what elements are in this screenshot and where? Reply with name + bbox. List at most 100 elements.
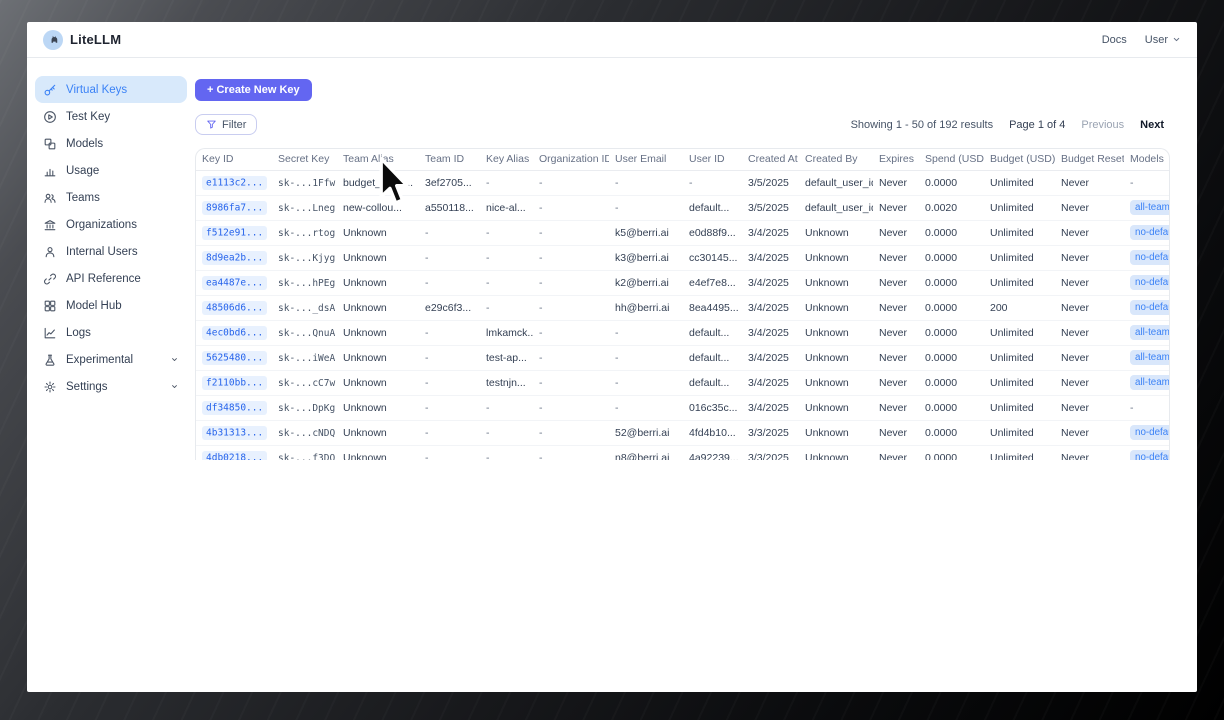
key-id-value[interactable]: e1113c2... xyxy=(202,176,268,190)
create-new-key-button[interactable]: + Create New Key xyxy=(195,79,312,101)
link-icon xyxy=(43,272,57,286)
models-badge: all-team-models xyxy=(1130,350,1169,365)
cell-budget-reset: Never xyxy=(1055,270,1124,296)
cell-budget-usd: Unlimited xyxy=(984,395,1055,421)
table-row: 4b31313... sk-...cNDQ Unknown - - -52@berri.a… xyxy=(196,420,1169,446)
key-id-value[interactable]: f2110bb... xyxy=(202,376,268,390)
chevron-down-icon xyxy=(170,355,179,364)
cell-user-id: 4fd4b10... xyxy=(683,420,742,446)
sidebar: Virtual Keys Test Key Models Usage Teams Orga… xyxy=(27,58,195,692)
cell-key-alias: - xyxy=(480,420,533,446)
key-id-value[interactable]: 8d9ea2b... xyxy=(202,251,268,265)
sidebar-item-label: API Reference xyxy=(66,272,141,285)
cell-key-alias: test-ap... xyxy=(480,345,533,371)
sidebar-item-experimental[interactable]: Experimental xyxy=(35,346,187,373)
cell-organization-id: - xyxy=(533,345,609,371)
cell-user-email: k2@berri.ai xyxy=(609,270,683,296)
cell-user-id: default... xyxy=(683,320,742,346)
key-icon xyxy=(43,83,57,97)
sidebar-item-internal-users[interactable]: Internal Users xyxy=(35,238,187,265)
key-id-value[interactable]: 8986fa7... xyxy=(202,201,268,215)
previous-page-button[interactable]: Previous xyxy=(1081,118,1125,131)
cell-team-alias: Unknown xyxy=(337,245,419,271)
cell-key-alias: - xyxy=(480,295,533,321)
sidebar-item-teams[interactable]: Teams xyxy=(35,184,187,211)
results-summary: Showing 1 - 50 of 192 results xyxy=(850,118,994,131)
cell-budget-reset: Never xyxy=(1055,295,1124,321)
sidebar-item-virtual-keys[interactable]: Virtual Keys xyxy=(35,76,187,103)
sidebar-item-settings[interactable]: Settings xyxy=(35,373,187,400)
cell-expires: Never xyxy=(873,195,919,221)
cell-user-id: default... xyxy=(683,195,742,221)
table-row: 4ec0bd6... sk-...QnuA Unknown - lmkamck... - -… xyxy=(196,320,1169,346)
cell-created-at: 3/3/2025 xyxy=(742,445,799,460)
key-id-value[interactable]: f512e91... xyxy=(202,226,268,240)
cell-expires: Never xyxy=(873,370,919,396)
table-row: f2110bb... sk-...cC7w Unknown - testnjn... - -… xyxy=(196,370,1169,396)
cell-user-id: 016c35c... xyxy=(683,395,742,421)
models-badge: all-team-models xyxy=(1130,200,1169,215)
key-id-value[interactable]: 4db0218... xyxy=(202,451,268,460)
secret-key-value: sk-...1Ffw xyxy=(278,177,336,189)
sidebar-item-test-key[interactable]: Test Key xyxy=(35,103,187,130)
play-circle-icon xyxy=(43,110,57,124)
sidebar-item-label: Test Key xyxy=(66,110,111,123)
sidebar-item-usage[interactable]: Usage xyxy=(35,157,187,184)
user-menu[interactable]: User xyxy=(1145,34,1181,46)
page-indicator: Page 1 of 4 xyxy=(1009,118,1066,131)
secret-key-value: sk-...cC7w xyxy=(278,377,336,389)
table-row: 8d9ea2b... sk-...Kjyg Unknown - - - k3@berri.a… xyxy=(196,245,1169,271)
key-id-value[interactable]: df34850... xyxy=(202,401,268,415)
cell-models: - xyxy=(1124,395,1169,421)
cell-team-id: a550118... xyxy=(419,195,480,221)
cell-team-id: - xyxy=(419,270,480,296)
sidebar-item-logs[interactable]: Logs xyxy=(35,319,187,346)
cell-created-at: 3/3/2025 xyxy=(742,420,799,446)
cell-expires: Never xyxy=(873,320,919,346)
key-id-value[interactable]: 48506d6... xyxy=(202,301,268,315)
key-id-value[interactable]: ea4487e... xyxy=(202,276,268,290)
table-row: e1113c2... sk-...1Ffw budget_team... 3ef270… xyxy=(196,170,1169,196)
sidebar-item-api-reference[interactable]: API Reference xyxy=(35,265,187,292)
key-id-value[interactable]: 4b31313... xyxy=(202,426,268,440)
next-page-button[interactable]: Next xyxy=(1140,118,1164,131)
flask-icon xyxy=(43,353,57,367)
cell-created-by: Unknown xyxy=(799,345,873,371)
sidebar-item-model-hub[interactable]: Model Hub xyxy=(35,292,187,319)
sidebar-item-label: Logs xyxy=(66,326,91,339)
docs-link[interactable]: Docs xyxy=(1101,33,1127,46)
cell-spend-usd: 0.0000 xyxy=(919,370,984,396)
cell-organization-id: - xyxy=(533,445,609,460)
cell-budget-reset: Never xyxy=(1055,195,1124,221)
sidebar-item-label: Usage xyxy=(66,164,100,177)
cell-team-alias: Unknown xyxy=(337,295,419,321)
cell-expires: Never xyxy=(873,170,919,196)
gear-icon xyxy=(43,380,57,394)
cell-user-email: n8@berri.ai xyxy=(609,445,683,460)
column-header-team-id: Team ID xyxy=(419,149,480,171)
sidebar-item-models[interactable]: Models xyxy=(35,130,187,157)
cell-team-alias: Unknown xyxy=(337,220,419,246)
cell-budget-reset: Never xyxy=(1055,395,1124,421)
cell-user-email: k5@berri.ai xyxy=(609,220,683,246)
sidebar-item-organizations[interactable]: Organizations xyxy=(35,211,187,238)
secret-key-value: sk-...DpKg xyxy=(278,402,336,414)
filter-button[interactable]: Filter xyxy=(195,114,258,135)
cell-team-id: e29c6f3... xyxy=(419,295,480,321)
cell-user-email: - xyxy=(609,170,683,196)
cell-user-id: 8ea4495... xyxy=(683,295,742,321)
sidebar-item-label: Experimental xyxy=(66,353,134,366)
cell-spend-usd: 0.0000 xyxy=(919,420,984,446)
table-row: 8986fa7... sk-...Lneg new-collou... a550118… xyxy=(196,195,1169,221)
key-id-value[interactable]: 4ec0bd6... xyxy=(202,326,268,340)
key-id-value[interactable]: 5625480... xyxy=(202,351,268,365)
models-badge: all-team-models xyxy=(1130,325,1169,340)
cell-user-email: hh@berri.ai xyxy=(609,295,683,321)
cell-key-alias: - xyxy=(480,220,533,246)
table-row: f512e91... sk-...rtog Unknown - - - k5@berri.a… xyxy=(196,220,1169,246)
cell-user-id: e0d88f9... xyxy=(683,220,742,246)
team-icon xyxy=(43,191,57,205)
chevron-down-icon xyxy=(1172,35,1181,44)
cell-created-at: 3/4/2025 xyxy=(742,245,799,271)
models-badge: all-team-models xyxy=(1130,375,1169,390)
